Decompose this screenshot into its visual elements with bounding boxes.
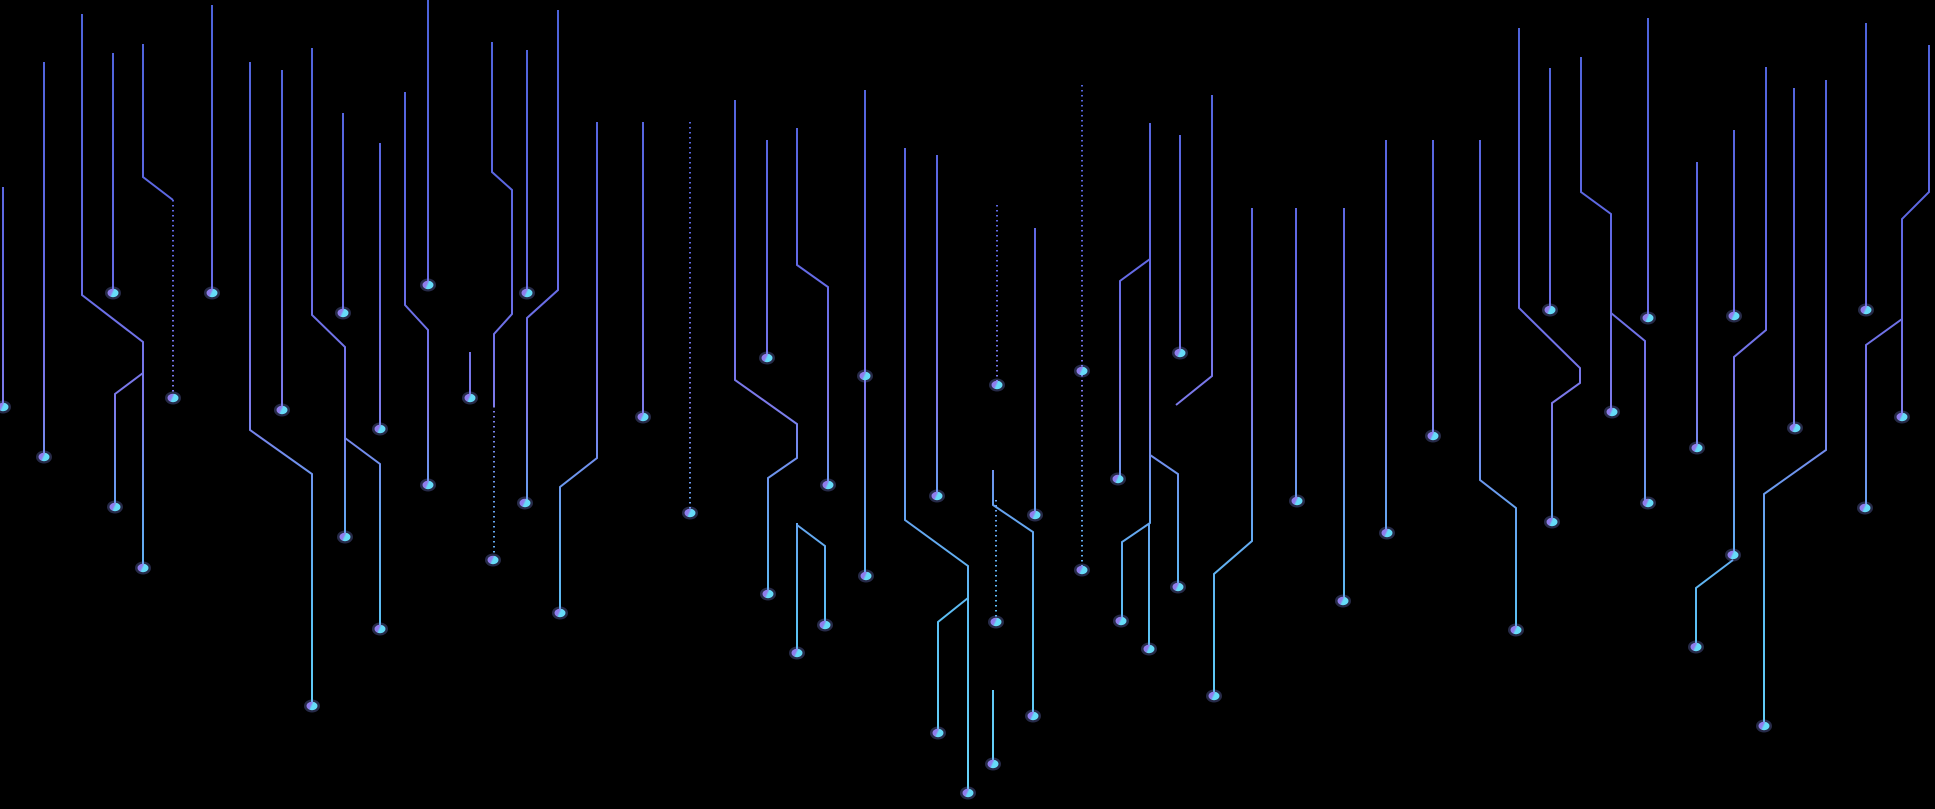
circuit-trace-12: [311, 48, 346, 535]
pulse-dot-16: [464, 393, 476, 403]
pulse-dot-40: [1112, 474, 1124, 484]
pulse-dot-54: [1642, 498, 1654, 508]
pulse-dot-11: [339, 532, 351, 542]
pulse-dot-34: [990, 617, 1002, 627]
circuit-trace-43: [1149, 259, 1179, 585]
circuit-trace-54: [1580, 57, 1612, 410]
pulse-dot-47: [1337, 596, 1349, 606]
pulse-dot-7: [206, 288, 218, 298]
pulse-dot-62: [1860, 305, 1872, 315]
circuit-trace-6: [142, 44, 174, 201]
circuit-trace-13: [344, 437, 381, 627]
circuit-trace-18: [491, 42, 513, 406]
pulse-dot-38: [1076, 366, 1088, 376]
pulse-dot-23: [762, 589, 774, 599]
pulse-dot-64: [1896, 412, 1908, 422]
circuit-trace-25: [734, 100, 798, 592]
pulse-dot-42: [1172, 582, 1184, 592]
pulse-dot-5: [109, 502, 121, 512]
circuit-trace-52: [1518, 28, 1581, 520]
pulse-dot-46: [1291, 496, 1303, 506]
circuit-trace-9: [249, 62, 313, 704]
pulse-dot-39: [1076, 565, 1088, 575]
circuit-trace-64: [1865, 45, 1930, 506]
pulse-dot-19: [519, 498, 531, 508]
pulse-dot-56: [1691, 443, 1703, 453]
circuit-trace-46: [1213, 208, 1253, 694]
pulse-dot-48: [1381, 528, 1393, 538]
pulse-dot-33: [991, 380, 1003, 390]
pulse-dot-53: [1606, 407, 1618, 417]
circuit-trace-27: [796, 128, 829, 483]
pulse-dot-18: [521, 288, 533, 298]
pulse-dot-2: [38, 452, 50, 462]
circuit-trace-21: [526, 10, 559, 501]
pulse-dot-24: [761, 353, 773, 363]
pulse-dot-59: [1690, 642, 1702, 652]
pulse-dot-32: [931, 491, 943, 501]
pulse-dot-43: [1115, 616, 1127, 626]
pulse-dot-25: [822, 480, 834, 490]
pulse-dot-9: [276, 405, 288, 415]
circuit-trace-15: [404, 92, 429, 483]
circuit-trace-40: [1119, 123, 1151, 477]
pulse-dot-35: [1027, 711, 1039, 721]
circuit-trace-22: [559, 122, 598, 611]
pulse-dot-52: [1544, 305, 1556, 315]
pulse-dot-6: [167, 393, 179, 403]
pulse-dot-51: [1546, 517, 1558, 527]
circuit-trace-31: [904, 148, 969, 791]
pulse-dot-4: [137, 563, 149, 573]
pulse-dot-61: [1758, 721, 1770, 731]
pulse-dot-15: [422, 280, 434, 290]
circuit-trace-60: [1695, 559, 1734, 645]
pulse-dot-60: [1789, 423, 1801, 433]
circuit-trace-51: [1479, 140, 1517, 628]
pulse-dot-58: [1727, 550, 1739, 560]
pulse-dot-44: [1143, 644, 1155, 654]
pulse-dot-21: [637, 412, 649, 422]
pulse-dot-3: [107, 288, 119, 298]
circuit-trace-29: [796, 524, 826, 623]
circuit-trace-44: [1121, 455, 1151, 619]
pulse-dot-57: [1728, 311, 1740, 321]
pulse-dot-17: [487, 555, 499, 565]
circuit-trace-42: [1175, 95, 1213, 406]
pulse-dot-20: [554, 608, 566, 618]
circuit-trace-55: [1610, 312, 1646, 501]
circuit-trace-62: [1763, 80, 1827, 724]
pulse-dot-8: [306, 701, 318, 711]
pulse-dot-30: [962, 788, 974, 798]
pulse-dot-55: [1642, 313, 1654, 323]
pulse-dot-63: [1859, 503, 1871, 513]
pulse-dot-29: [860, 571, 872, 581]
pulse-dot-10: [337, 308, 349, 318]
pulse-dot-50: [1510, 625, 1522, 635]
circuit-trace-5: [114, 372, 144, 505]
pulse-dot-12: [374, 624, 386, 634]
pulse-dot-27: [819, 620, 831, 630]
pulse-dot-13: [374, 424, 386, 434]
pulse-dot-14: [422, 480, 434, 490]
pulse-dot-1: [0, 402, 9, 412]
circuit-trace-59: [1733, 67, 1767, 553]
circuit-trace-36: [992, 470, 1034, 714]
pulse-dot-41: [1174, 348, 1186, 358]
circuit-trace-32: [937, 597, 969, 731]
circuit-trace-4: [81, 14, 144, 566]
pulse-dot-45: [1208, 691, 1220, 701]
pulse-dot-37: [1029, 510, 1041, 520]
pulse-dot-31: [932, 728, 944, 738]
pulse-dot-22: [684, 508, 696, 518]
pulse-dot-26: [791, 648, 803, 658]
pulse-dot-36: [987, 759, 999, 769]
pulse-dot-28: [859, 371, 871, 381]
pulse-dot-49: [1427, 431, 1439, 441]
